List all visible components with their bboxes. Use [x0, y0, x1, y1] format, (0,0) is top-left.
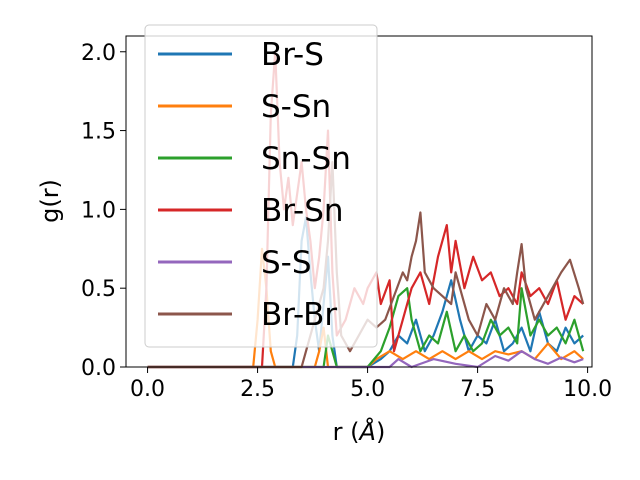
legend-label-br-br: Br-Br	[261, 297, 337, 333]
x-tick-label: 2.5	[240, 377, 275, 402]
legend-label-br-s: Br-S	[261, 37, 324, 73]
y-tick-label: 1.5	[81, 120, 116, 145]
x-axis-title: r (Å)	[333, 417, 386, 446]
legend-label-br-sn: Br-Sn	[261, 193, 344, 229]
y-tick-label: 2.0	[81, 41, 116, 66]
legend-label-sn-sn: Sn-Sn	[261, 141, 351, 177]
y-tick-label: 1.0	[81, 198, 116, 223]
x-tick-label: 0.0	[130, 377, 165, 402]
y-tick-label: 0.5	[81, 277, 116, 302]
y-axis: 0.0 0.5 1.0 1.5 2.0	[81, 41, 126, 381]
series-line-s-s	[147, 350, 584, 369]
y-axis-title: g(r)	[36, 179, 64, 223]
x-axis-title-text: r (	[333, 418, 360, 446]
x-tick-label: 5.0	[350, 377, 385, 402]
y-tick-label: 0.0	[81, 356, 116, 381]
x-axis: 0.0 2.5 5.0 7.5 10.0	[130, 367, 612, 402]
legend-label-s-sn: S-Sn	[261, 89, 331, 125]
x-tick-label: 7.5	[460, 377, 495, 402]
x-axis-title-unit: Å	[358, 417, 376, 446]
x-tick-label: 10.0	[563, 377, 612, 402]
legend: Br-S S-Sn Sn-Sn Br-Sn S-S Br-Br	[144, 24, 378, 348]
legend-label-s-s: S-S	[261, 245, 312, 281]
x-axis-title-close: )	[376, 418, 385, 446]
